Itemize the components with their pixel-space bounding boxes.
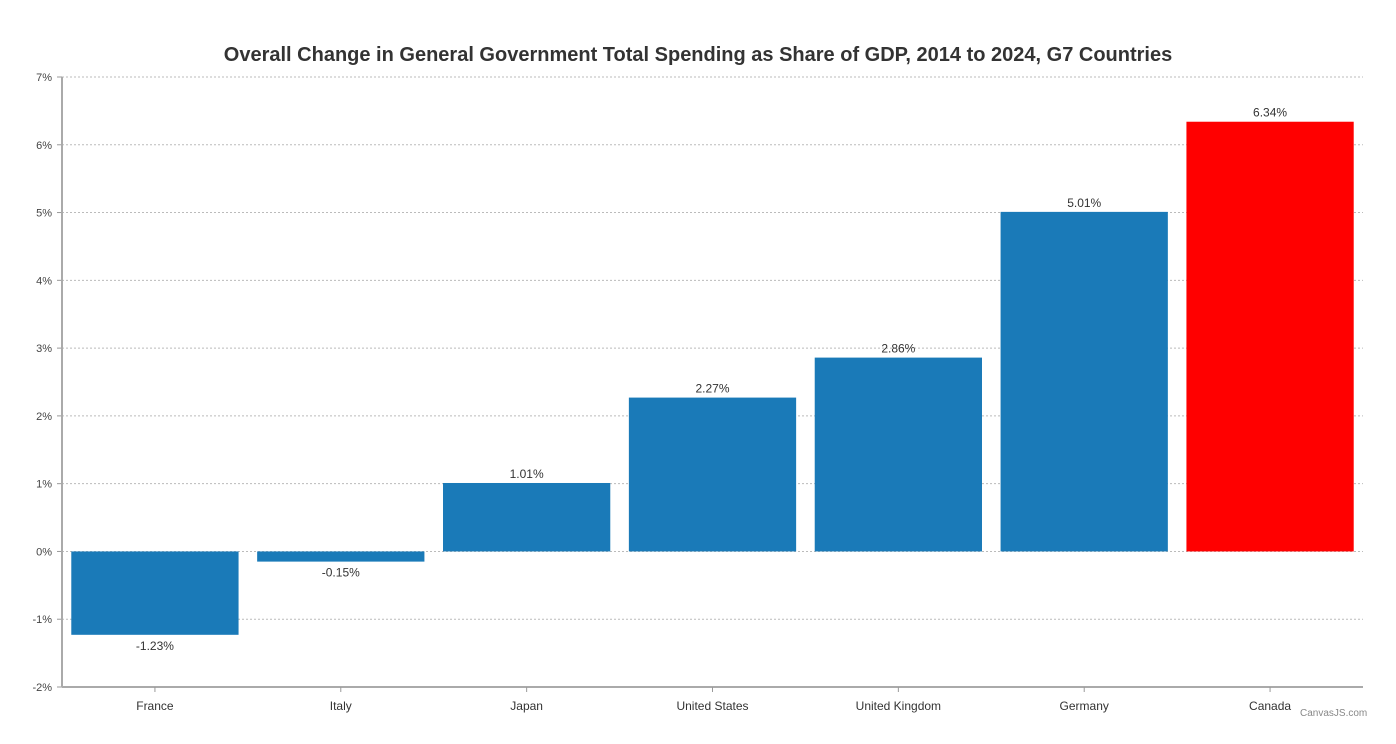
bar-canada — [1186, 121, 1354, 552]
chart-title: Overall Change in General Government Tot… — [223, 44, 1173, 66]
x-tick-label: Italy — [330, 699, 352, 713]
x-tick-label: United States — [676, 699, 748, 713]
x-tick-label: United Kingdom — [856, 699, 941, 713]
y-tick-label: -2% — [32, 682, 52, 694]
bar-italy — [257, 551, 425, 562]
x-tick-label: Germany — [1060, 699, 1109, 713]
y-tick-label: 1% — [36, 479, 52, 491]
y-tick-label: 6% — [36, 140, 52, 152]
data-label: 2.86% — [881, 342, 915, 356]
data-label: 5.01% — [1067, 196, 1101, 210]
y-tick-label: 4% — [36, 275, 52, 287]
bar-japan — [443, 482, 611, 552]
data-label: 6.34% — [1253, 106, 1287, 120]
y-tick-label: 0% — [36, 546, 52, 558]
data-label: 2.27% — [695, 382, 729, 396]
x-tick-label: France — [136, 699, 174, 713]
y-tick-label: -1% — [32, 614, 52, 626]
data-label: 1.01% — [510, 467, 544, 481]
data-label: -1.23% — [136, 639, 174, 653]
y-tick-label: 5% — [36, 208, 52, 220]
data-label: -0.15% — [322, 566, 360, 580]
bar-united-states — [628, 397, 797, 552]
bar-united-kingdom — [814, 357, 982, 552]
y-tick-label: 3% — [36, 343, 52, 355]
x-tick-label: Canada — [1249, 699, 1291, 713]
canvasjs-credit[interactable]: CanvasJS.com — [1300, 708, 1368, 719]
y-tick-label: 7% — [36, 72, 52, 84]
x-tick-label: Japan — [510, 699, 543, 713]
y-tick-label: 2% — [36, 411, 52, 423]
bar-france — [71, 551, 239, 635]
bar-germany — [1000, 211, 1168, 552]
